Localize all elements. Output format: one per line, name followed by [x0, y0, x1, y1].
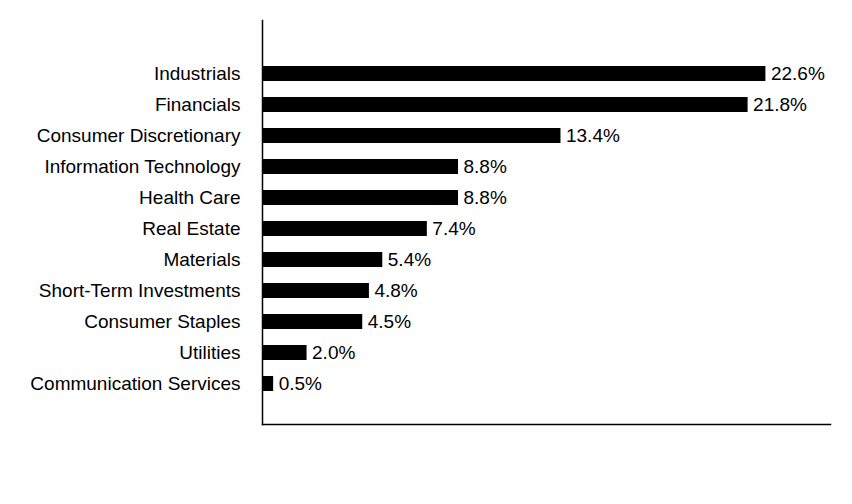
svg-text:Financials: Financials	[155, 94, 241, 115]
svg-text:Health Care: Health Care	[139, 187, 240, 208]
svg-text:7.4%: 7.4%	[432, 218, 475, 239]
svg-text:22.6%: 22.6%	[771, 63, 825, 84]
svg-text:4.8%: 4.8%	[374, 280, 417, 301]
svg-text:Consumer Discretionary: Consumer Discretionary	[37, 125, 241, 146]
svg-text:8.8%: 8.8%	[464, 187, 507, 208]
svg-text:Utilities: Utilities	[179, 342, 240, 363]
svg-text:4.5%: 4.5%	[368, 311, 411, 332]
svg-text:Consumer Staples: Consumer Staples	[84, 311, 240, 332]
svg-text:21.8%: 21.8%	[753, 94, 807, 115]
svg-text:8.8%: 8.8%	[464, 156, 507, 177]
svg-text:0.5%: 0.5%	[279, 373, 322, 394]
svg-text:Short-Term Investments: Short-Term Investments	[39, 280, 241, 301]
svg-text:13.4%: 13.4%	[566, 125, 620, 146]
svg-text:5.4%: 5.4%	[388, 249, 431, 270]
svg-text:Communication Services: Communication Services	[30, 373, 240, 394]
svg-text:Materials: Materials	[163, 249, 240, 270]
svg-text:Information Technology: Information Technology	[44, 156, 241, 177]
svg-text:Industrials: Industrials	[154, 63, 241, 84]
svg-text:2.0%: 2.0%	[312, 342, 355, 363]
svg-text:Real Estate: Real Estate	[142, 218, 240, 239]
